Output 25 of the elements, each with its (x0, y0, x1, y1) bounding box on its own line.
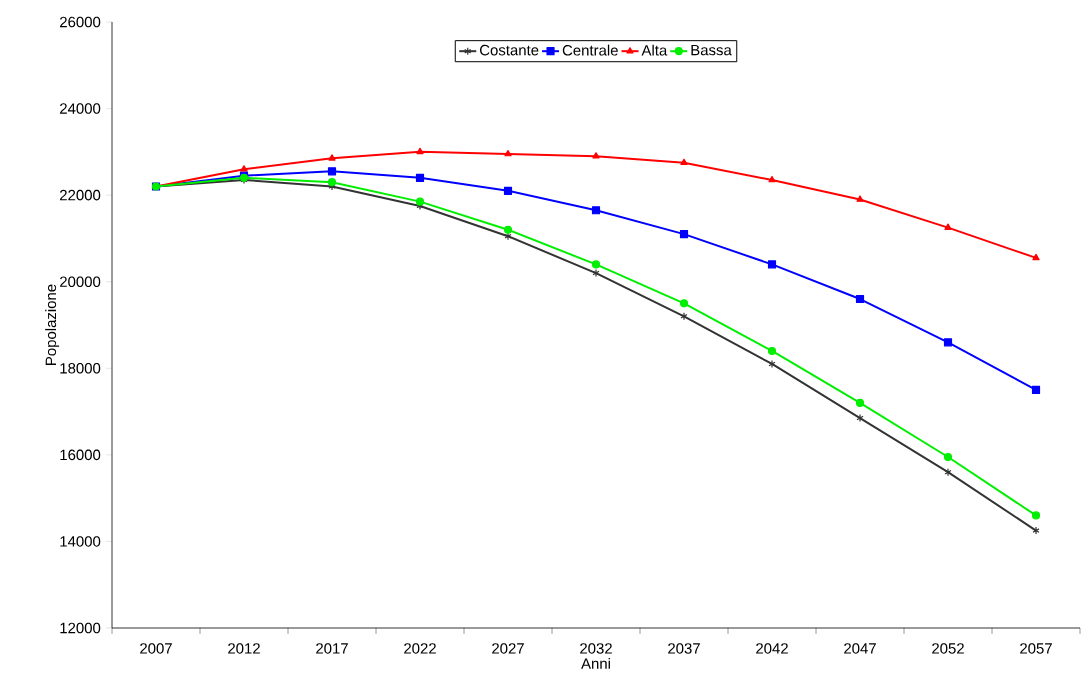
legend-label: Centrale (562, 44, 618, 56)
x-tick-label: 2012 (228, 643, 260, 654)
legend-label: Bassa (691, 44, 732, 56)
x-tick-label: 2007 (140, 643, 172, 654)
x-tick-label: 2027 (492, 643, 524, 654)
x-tick-label: 2052 (932, 643, 964, 654)
y-tick-label: 26000 (60, 16, 101, 28)
x-tick-label: 2037 (668, 643, 700, 654)
y-tick-label: 12000 (60, 622, 101, 634)
y-tick-label: 22000 (60, 189, 101, 201)
y-tick-label: 18000 (60, 362, 101, 374)
x-axis-title: Anni (581, 657, 610, 669)
x-tick-label: 2022 (404, 643, 436, 654)
x-tick-label: 2032 (580, 643, 612, 654)
y-tick-label: 16000 (60, 449, 101, 461)
y-tick-label: 14000 (60, 536, 101, 547)
y-axis-title: Popolazione (45, 284, 60, 365)
x-tick-label: 2042 (756, 643, 788, 654)
y-tick-label: 24000 (60, 103, 101, 114)
x-tick-label: 2057 (1020, 643, 1052, 654)
legend-label: Costante (480, 44, 539, 56)
y-tick-label: 20000 (60, 276, 101, 287)
x-tick-label: 2017 (316, 643, 348, 654)
x-tick-label: 2047 (844, 643, 876, 654)
legend-label: Alta (641, 44, 668, 56)
